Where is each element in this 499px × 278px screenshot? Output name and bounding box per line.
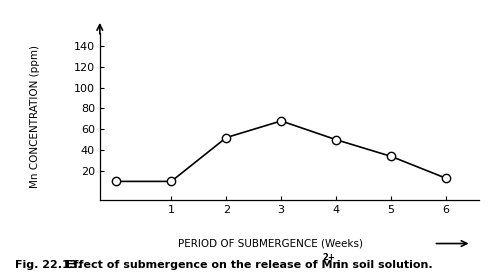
Text: in soil solution.: in soil solution. [333,260,433,270]
Text: 2+: 2+ [323,253,336,262]
Text: PERIOD OF SUBMERGENCE (Weeks): PERIOD OF SUBMERGENCE (Weeks) [178,239,363,249]
Text: Mn CONCENTRATION (ppm): Mn CONCENTRATION (ppm) [30,45,40,188]
Text: Fig. 22.13.: Fig. 22.13. [15,260,82,270]
Text: Effect of submergence on the release of Mn: Effect of submergence on the release of … [62,260,341,270]
